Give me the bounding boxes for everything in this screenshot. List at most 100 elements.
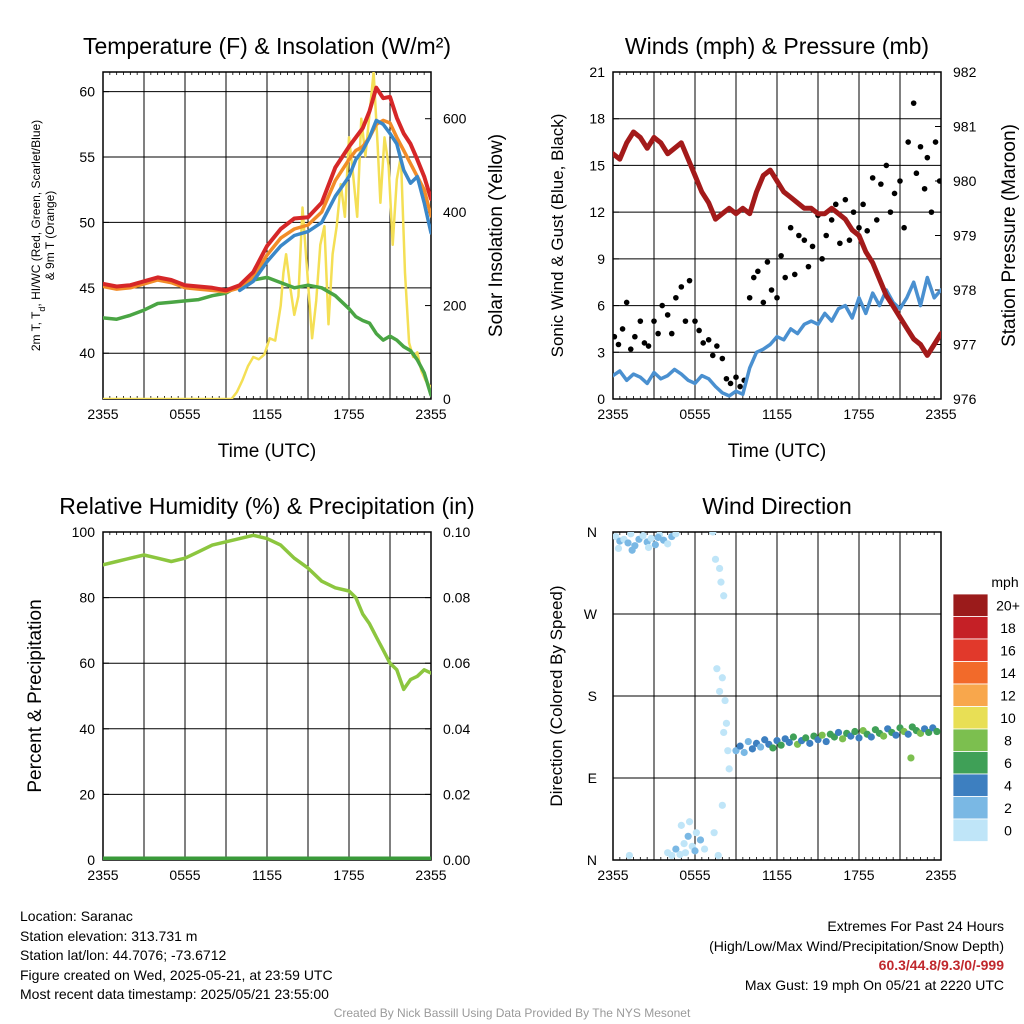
gust-point bbox=[901, 224, 907, 231]
direction-point bbox=[717, 578, 725, 586]
panel-title: Temperature (F) & Insolation (W/m²) bbox=[83, 33, 451, 59]
y-axis-label-line2: & 9m T (Orange) bbox=[43, 191, 57, 281]
gust-point bbox=[714, 343, 720, 349]
legend-swatch bbox=[952, 661, 989, 685]
direction-point bbox=[651, 541, 659, 549]
direction-point bbox=[624, 539, 632, 547]
y-tick-label: 45 bbox=[79, 280, 95, 296]
x-tick-label: 0555 bbox=[169, 867, 200, 883]
direction-point bbox=[721, 696, 729, 705]
created-text: Figure created on Wed, 2025-05-21, at 23… bbox=[20, 966, 333, 983]
gust-point bbox=[764, 259, 771, 265]
gust-point bbox=[746, 294, 753, 301]
x-tick-label: 2355 bbox=[925, 867, 956, 883]
direction-point bbox=[713, 665, 721, 673]
series-line-2m-t bbox=[103, 85, 431, 293]
direction-point bbox=[744, 737, 752, 746]
gust-point bbox=[673, 294, 679, 301]
gust-point bbox=[791, 271, 798, 278]
legend-title: mph bbox=[991, 574, 1018, 590]
gust-point bbox=[737, 383, 743, 390]
gust-point bbox=[846, 237, 853, 243]
gust-point bbox=[864, 228, 870, 234]
legend-label: 0 bbox=[1004, 822, 1012, 838]
y-tick-label: 50 bbox=[79, 214, 95, 230]
legend-label: 18 bbox=[1000, 620, 1016, 636]
legend-swatch bbox=[952, 683, 989, 707]
gust-point bbox=[883, 162, 890, 169]
direction-point bbox=[907, 754, 915, 762]
gust-point bbox=[778, 252, 784, 259]
x-tick-label: 1755 bbox=[333, 406, 364, 422]
gust-point bbox=[828, 217, 835, 223]
y2-tick-label: 981 bbox=[953, 119, 977, 135]
y-tick-label: N bbox=[587, 524, 597, 540]
legend-swatch bbox=[952, 706, 989, 730]
direction-point bbox=[740, 748, 748, 757]
gust-point bbox=[905, 139, 911, 145]
gust-point bbox=[755, 268, 761, 275]
max-gust-text: Max Gust: 19 mph On 05/21 at 2220 UTC bbox=[744, 976, 1004, 993]
gust-point bbox=[768, 287, 775, 293]
y-tick-label: 0 bbox=[87, 852, 95, 868]
gust-point bbox=[897, 178, 903, 184]
x-tick-label: 1755 bbox=[843, 867, 874, 883]
y-tick-label: 20 bbox=[79, 786, 95, 802]
gust-point bbox=[696, 327, 702, 334]
direction-point bbox=[627, 532, 635, 538]
y-tick-label: 15 bbox=[589, 157, 605, 173]
x-axis-label: Time (UTC) bbox=[728, 441, 827, 462]
legend-label: 12 bbox=[1000, 687, 1016, 703]
gust-point bbox=[623, 299, 630, 306]
y2-tick-label: 0.04 bbox=[443, 721, 470, 737]
y-tick-label: 3 bbox=[597, 344, 605, 360]
gust-point bbox=[664, 312, 671, 318]
gust-point bbox=[700, 340, 706, 346]
direction-point bbox=[696, 836, 705, 844]
panel-2: Winds (mph) & Pressure (mb) 2355 0555 1155 1… bbox=[548, 33, 1020, 462]
gust-point bbox=[869, 175, 876, 181]
y-axis-label-sub: d bbox=[37, 307, 47, 312]
direction-point bbox=[625, 851, 634, 860]
direction-point bbox=[709, 532, 717, 536]
series-line-pressure bbox=[613, 129, 941, 358]
x-tick-label: 1755 bbox=[333, 867, 364, 883]
gust-point bbox=[819, 256, 825, 262]
direction-point bbox=[672, 845, 680, 853]
gust-point bbox=[641, 340, 648, 346]
direction-point bbox=[654, 533, 662, 542]
gust-point bbox=[686, 277, 693, 284]
x-tick-label: 1755 bbox=[843, 406, 874, 422]
extremes-title: Extremes For Past 24 Hours bbox=[827, 918, 1004, 934]
gust-point bbox=[613, 333, 618, 340]
gust-point bbox=[637, 318, 644, 324]
direction-point bbox=[681, 849, 690, 857]
y-tick-label: 100 bbox=[72, 524, 96, 540]
gust-point bbox=[627, 346, 634, 352]
gust-point bbox=[921, 185, 928, 192]
legend-swatch bbox=[952, 751, 989, 775]
x-tick-label: 1155 bbox=[252, 867, 282, 883]
gust-point bbox=[727, 380, 734, 387]
panel-title: Relative Humidity (%) & Precipitation (i… bbox=[59, 493, 474, 519]
x-tick-label: 2355 bbox=[415, 867, 446, 883]
latlon-text: Station lat/lon: 44.7076; -73.6712 bbox=[20, 947, 227, 963]
x-tick-label: 2355 bbox=[87, 867, 118, 883]
y-axis-label: Sonic Wind & Gust (Blue, Black) bbox=[548, 114, 567, 358]
series-line-td bbox=[103, 275, 431, 397]
y-tick-label: S bbox=[588, 688, 597, 704]
y2-tick-label: 982 bbox=[953, 64, 977, 80]
gust-point bbox=[615, 341, 622, 348]
direction-point bbox=[818, 731, 826, 739]
legend-label: 10 bbox=[1000, 710, 1016, 726]
direction-point bbox=[710, 829, 718, 837]
y-tick-label: N bbox=[587, 852, 597, 868]
y-tick-label: 60 bbox=[79, 84, 95, 100]
gust-point bbox=[750, 274, 757, 281]
extremes-info: Extremes For Past 24 Hours (High/Low/Max… bbox=[709, 917, 1004, 995]
gust-point bbox=[878, 181, 884, 187]
recent-text: Most recent data timestamp: 2025/05/21 2… bbox=[20, 986, 329, 1002]
direction-point bbox=[676, 850, 684, 859]
direction-point bbox=[851, 727, 859, 736]
x-tick-label: 2355 bbox=[925, 406, 956, 422]
